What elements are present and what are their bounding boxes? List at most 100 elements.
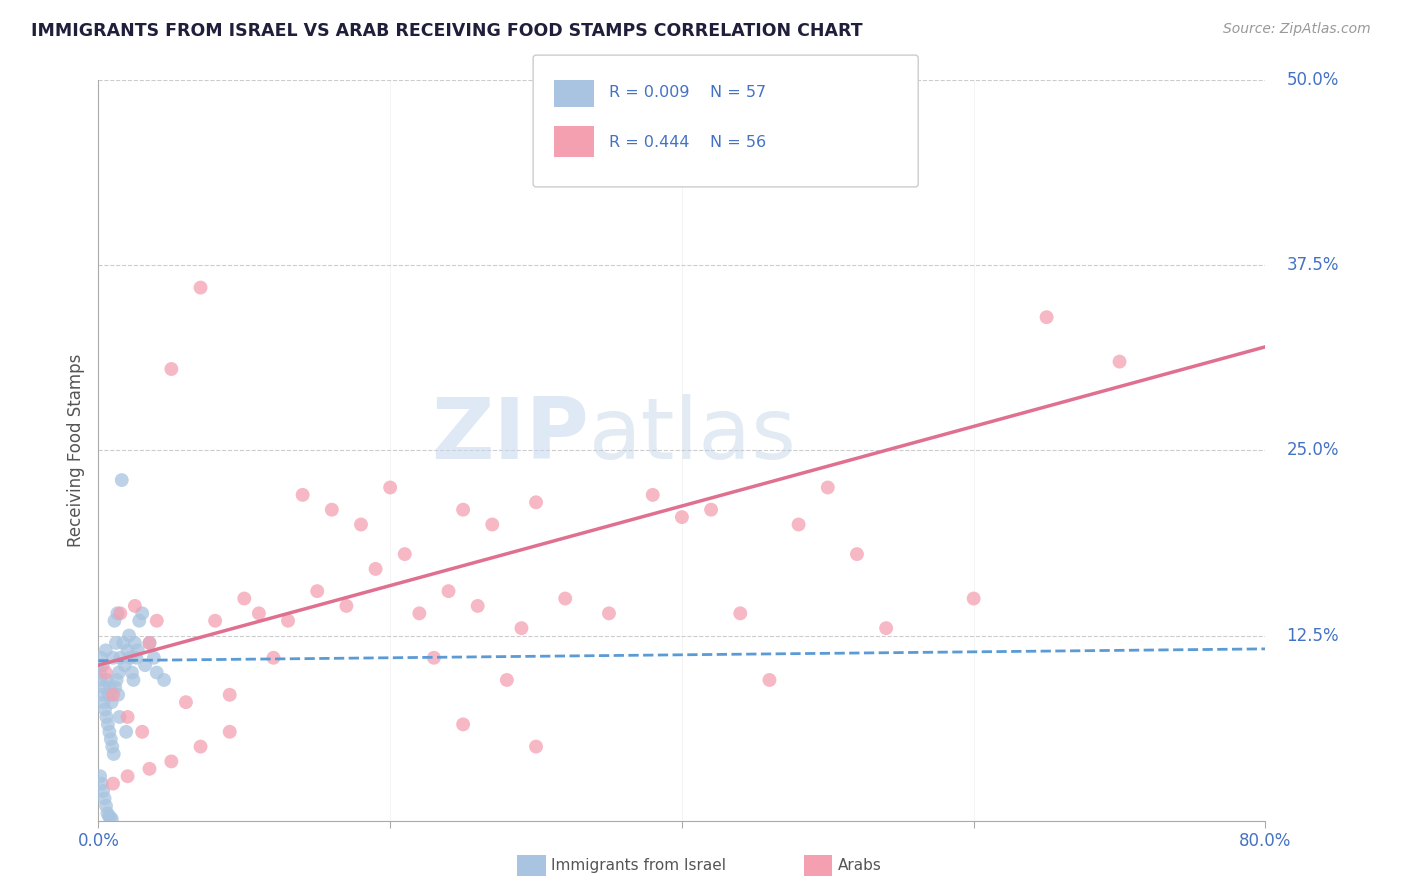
Text: Immigrants from Israel: Immigrants from Israel bbox=[551, 858, 725, 872]
Point bbox=[291, 488, 314, 502]
Point bbox=[128, 614, 150, 628]
Point bbox=[1108, 354, 1130, 368]
Point bbox=[394, 547, 416, 561]
Point bbox=[110, 607, 132, 621]
Point bbox=[98, 724, 121, 739]
Text: 25.0%: 25.0% bbox=[1286, 442, 1339, 459]
Point bbox=[131, 607, 153, 621]
Point bbox=[641, 488, 664, 502]
Point bbox=[118, 628, 141, 642]
Point bbox=[100, 811, 122, 825]
Text: Source: ZipAtlas.com: Source: ZipAtlas.com bbox=[1223, 22, 1371, 37]
Point bbox=[93, 695, 115, 709]
Point bbox=[100, 732, 122, 747]
Point bbox=[91, 688, 114, 702]
Point bbox=[190, 739, 212, 754]
Point bbox=[117, 643, 139, 657]
Point bbox=[114, 658, 136, 673]
Text: 50.0%: 50.0% bbox=[1286, 71, 1339, 89]
Point bbox=[96, 673, 118, 687]
Point bbox=[96, 806, 118, 821]
Point bbox=[481, 517, 503, 532]
Point bbox=[146, 665, 169, 680]
Text: 37.5%: 37.5% bbox=[1286, 256, 1339, 275]
Point bbox=[962, 591, 984, 606]
Point bbox=[160, 755, 183, 769]
Point bbox=[467, 599, 489, 613]
Point bbox=[103, 747, 125, 761]
Point bbox=[127, 643, 149, 657]
Point bbox=[204, 614, 226, 628]
Point bbox=[120, 650, 142, 665]
Point bbox=[101, 650, 124, 665]
Point bbox=[524, 495, 547, 509]
Point bbox=[115, 724, 138, 739]
Point bbox=[125, 650, 148, 665]
Point bbox=[233, 591, 256, 606]
Point bbox=[510, 621, 533, 635]
Point bbox=[380, 481, 402, 495]
Point bbox=[101, 776, 124, 791]
Point bbox=[263, 650, 285, 665]
Point bbox=[90, 673, 112, 687]
Point bbox=[122, 673, 145, 687]
Point bbox=[138, 636, 160, 650]
Point bbox=[408, 607, 430, 621]
Point bbox=[1035, 310, 1057, 325]
Point bbox=[846, 547, 869, 561]
Point bbox=[423, 650, 446, 665]
Point bbox=[758, 673, 780, 687]
Point bbox=[364, 562, 387, 576]
Point bbox=[98, 681, 121, 695]
Point bbox=[554, 591, 576, 606]
Bar bbox=[554, 76, 595, 107]
Point bbox=[817, 481, 839, 495]
FancyBboxPatch shape bbox=[533, 55, 918, 187]
Point bbox=[700, 502, 723, 516]
Point bbox=[218, 724, 240, 739]
Point bbox=[117, 769, 139, 783]
Point bbox=[103, 614, 125, 628]
Point bbox=[321, 502, 343, 516]
Point bbox=[90, 650, 112, 665]
Point bbox=[89, 665, 111, 680]
Point bbox=[451, 717, 474, 731]
Text: R = 0.444    N = 56: R = 0.444 N = 56 bbox=[609, 135, 766, 150]
Point bbox=[496, 673, 519, 687]
Point bbox=[335, 599, 357, 613]
Point bbox=[121, 665, 143, 680]
Point bbox=[101, 688, 124, 702]
Point bbox=[111, 473, 134, 487]
Point bbox=[89, 769, 111, 783]
Point bbox=[671, 510, 693, 524]
Point bbox=[100, 695, 122, 709]
Point bbox=[97, 809, 120, 823]
Point bbox=[451, 502, 474, 516]
Point bbox=[97, 717, 120, 731]
Point bbox=[117, 710, 139, 724]
Point bbox=[146, 614, 169, 628]
Point bbox=[350, 517, 373, 532]
Point bbox=[104, 681, 127, 695]
Point bbox=[134, 658, 156, 673]
Point bbox=[96, 710, 118, 724]
Point bbox=[101, 739, 124, 754]
Point bbox=[247, 607, 270, 621]
Text: R = 0.009    N = 57: R = 0.009 N = 57 bbox=[609, 85, 766, 100]
Point bbox=[277, 614, 299, 628]
Point bbox=[307, 584, 329, 599]
Text: ZIP: ZIP bbox=[430, 394, 589, 477]
Point bbox=[153, 673, 176, 687]
Point bbox=[91, 658, 114, 673]
Point bbox=[104, 636, 127, 650]
Point bbox=[94, 643, 117, 657]
Point bbox=[90, 776, 112, 791]
Point bbox=[94, 703, 117, 717]
Point bbox=[110, 650, 132, 665]
Point bbox=[93, 681, 115, 695]
Point bbox=[787, 517, 810, 532]
Point bbox=[142, 650, 165, 665]
Text: atlas: atlas bbox=[589, 394, 797, 477]
Y-axis label: Receiving Food Stamps: Receiving Food Stamps bbox=[66, 354, 84, 547]
Point bbox=[97, 688, 120, 702]
